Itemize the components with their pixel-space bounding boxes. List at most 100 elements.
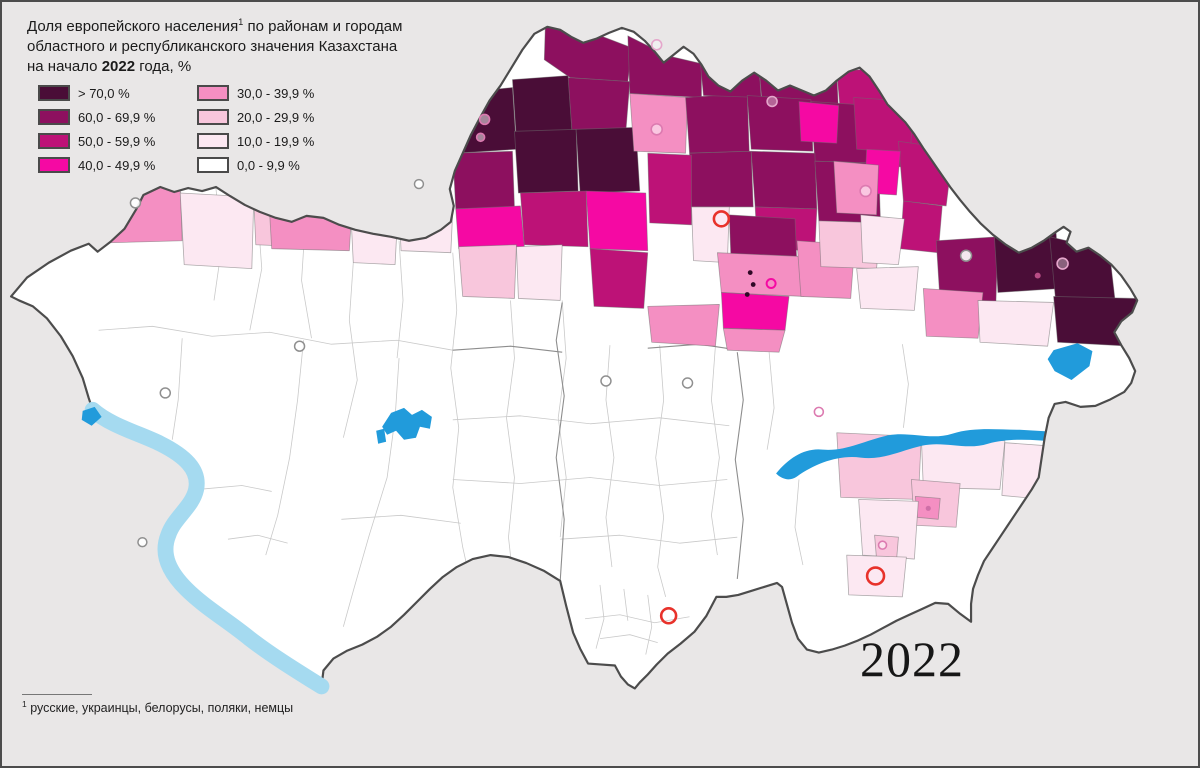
lake-zaysan: [1047, 343, 1093, 381]
district-cell: [575, 126, 641, 194]
districts: [104, 26, 1138, 598]
district-cell: [398, 206, 454, 254]
district-cell: [104, 184, 183, 244]
city-marker: [413, 178, 425, 190]
district-cell: [977, 300, 1055, 347]
district-cell: [858, 498, 919, 560]
footnote-text: 1 русские, украинцы, белорусы, поляки, н…: [22, 699, 294, 716]
footnote-marker: 1: [22, 699, 27, 709]
district-cell: [589, 248, 649, 309]
city-markers: [129, 39, 1069, 550]
city-marker: [478, 113, 491, 126]
title-line1-rest: по районам и городам: [243, 18, 403, 35]
city-marker: [129, 197, 142, 209]
title-line3-prefix: на начало: [27, 58, 102, 75]
district-cell: [1049, 236, 1116, 303]
legend-label: 20,0 - 29,9 %: [237, 110, 315, 125]
district-cell: [647, 152, 692, 226]
district-cell: [350, 222, 398, 266]
legend-label: 30,0 - 39,9 %: [237, 86, 315, 101]
district-cell: [922, 288, 984, 339]
city-marker: [681, 377, 694, 389]
legend-label: 0,0 - 9,9 %: [237, 158, 300, 173]
oblast-borders: [452, 302, 744, 582]
district-cell: [833, 160, 879, 216]
city-marker: [475, 132, 486, 143]
city-dot: [747, 270, 753, 275]
city-marker: [877, 540, 888, 550]
city-marker: [813, 406, 825, 418]
district-cell: [900, 200, 943, 254]
city-marker: [859, 184, 872, 198]
city-dot: [1034, 272, 1041, 279]
legend-label: 40,0 - 49,9 %: [78, 158, 156, 173]
district-cell: [516, 244, 563, 301]
almaty-city-ring: [865, 566, 886, 586]
district-cell: [856, 266, 919, 311]
district-cell: [685, 93, 750, 154]
lake-tengiz: [382, 407, 432, 440]
district-cell: [746, 95, 814, 152]
footnote: 1 русские, украинцы, белорусы, поляки, н…: [22, 694, 293, 717]
lake-small: [376, 428, 387, 444]
footnote-rule: [22, 694, 92, 695]
shymkent-city-ring: [659, 607, 678, 625]
city-marker: [137, 536, 148, 548]
caspian-sea-spot: [81, 406, 102, 426]
capital-city-rings: [659, 210, 886, 625]
city-dot: [750, 282, 756, 287]
title-year: 2022: [101, 58, 136, 75]
caspian-sea-band: [84, 401, 330, 695]
district-cell: [750, 150, 818, 210]
city-marker: [650, 123, 663, 136]
district-cell: [520, 190, 589, 248]
district-cell: [567, 77, 631, 134]
district-cell: [1053, 296, 1138, 347]
legend-label: 10,0 - 19,9 %: [237, 134, 315, 149]
district-cell: [647, 304, 720, 347]
district-cell: [585, 190, 649, 252]
legend-label: > 70,0 %: [78, 86, 130, 101]
district-cell: [452, 150, 515, 210]
title-line3-suffix: года, %: [135, 58, 192, 75]
district-cell: [720, 292, 790, 331]
district-cell: [455, 205, 525, 250]
title-line2: областного и республиканского значения К…: [27, 38, 398, 55]
city-marker: [600, 375, 612, 387]
city-dot: [925, 505, 931, 511]
legend-swatch: [38, 133, 70, 149]
district-cell: [629, 93, 688, 154]
district-cell: [846, 554, 907, 598]
city-marker: [159, 387, 171, 399]
district-cell: [514, 128, 579, 194]
district-cell: [722, 327, 786, 353]
year-label: 2022: [860, 631, 964, 687]
district-cell: [860, 214, 905, 266]
lake-balkhash: [776, 429, 1056, 480]
district-cell: [993, 224, 1060, 293]
city-marker: [766, 95, 778, 108]
city-ring-magenta: [765, 278, 777, 289]
district-cell: [716, 252, 808, 297]
astana-city-ring: [712, 210, 731, 228]
legend-swatch: [38, 109, 70, 125]
title-footnote-marker: 1: [238, 17, 244, 27]
city-marker: [650, 39, 663, 51]
city-dot: [744, 292, 750, 297]
footnote-body: русские, украинцы, белорусы, поляки, нем…: [30, 701, 294, 716]
legend-swatch: [197, 85, 229, 101]
district-cell: [458, 244, 517, 299]
district-cell: [798, 101, 840, 144]
district-cell: [627, 35, 702, 98]
legend-swatch: [197, 109, 229, 125]
city-marker: [293, 340, 306, 352]
legend-swatch: [197, 133, 229, 149]
legend-swatch: [38, 85, 70, 101]
lakes: [376, 343, 1093, 480]
country-border: [9, 25, 1139, 690]
legend-label: 60,0 - 69,9 %: [78, 110, 156, 125]
city-marker: [959, 249, 973, 262]
legend-swatch: [38, 157, 70, 173]
